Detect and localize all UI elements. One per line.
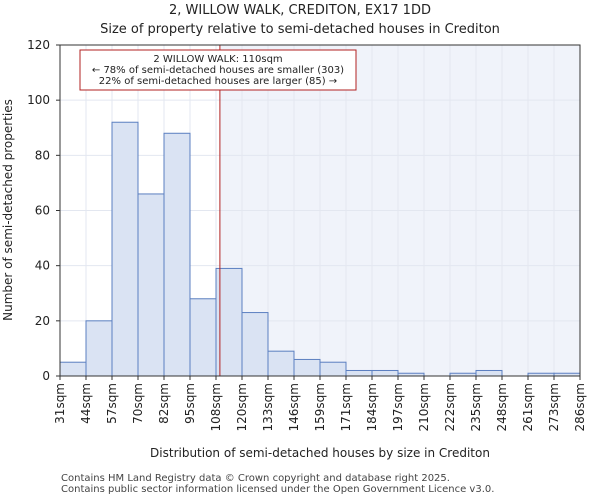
annotation-frame: [79, 49, 357, 91]
annotation-box: 2 WILLOW WALK: 110sqm ← 78% of semi-deta…: [79, 49, 357, 91]
x-tick-label: 235sqm: [469, 383, 483, 431]
x-tick-label: 133sqm: [261, 383, 275, 431]
x-tick-label: 146sqm: [287, 383, 301, 431]
y-tick-label: 40: [35, 259, 50, 273]
x-tick-label: 31sqm: [53, 383, 67, 424]
x-tick-label: 108sqm: [209, 383, 223, 431]
y-tick-label: 120: [27, 38, 50, 52]
histogram-bar: [475, 369, 503, 377]
x-tick-label: 222sqm: [443, 383, 457, 431]
x-axis-title: Distribution of semi-detached houses by …: [150, 446, 490, 460]
histogram-bar: [241, 312, 269, 377]
histogram-bar: [111, 121, 139, 377]
histogram-bar: [137, 193, 165, 377]
chart-title: 2, WILLOW WALK, CREDITON, EX17 1DD: [169, 3, 431, 18]
histogram-bar: [189, 298, 217, 377]
x-tick-label: 44sqm: [79, 383, 93, 424]
x-axis: 31sqm 44sqm 57sqm 70sqm 82sqm 95sqm 108sqm 120s…: [53, 376, 587, 431]
x-tick-label: 95sqm: [183, 383, 197, 424]
y-tick-label: 100: [27, 93, 50, 107]
gridlines: [60, 45, 580, 376]
x-tick-label: 184sqm: [365, 383, 379, 431]
histogram-bar: [59, 361, 87, 377]
histogram-bar: [319, 361, 347, 377]
x-tick-label: 286sqm: [573, 383, 587, 431]
x-tick-label: 70sqm: [131, 383, 145, 424]
x-tick-label: 197sqm: [391, 383, 405, 431]
y-tick-label: 20: [35, 314, 50, 328]
x-tick-label: 248sqm: [495, 383, 509, 431]
y-tick-label: 0: [42, 369, 50, 383]
histogram-bar: [85, 320, 113, 377]
histogram-bar: [345, 369, 373, 377]
footer-copyright: Contains HM Land Registry data © Crown c…: [61, 473, 450, 484]
y-tick-label: 60: [35, 204, 50, 218]
bars: [59, 121, 581, 377]
annotation-line-3: 22% of semi-detached houses are larger (…: [99, 76, 337, 87]
x-tick-label: 261sqm: [521, 383, 535, 431]
annotation-line-1: 2 WILLOW WALK: 110sqm: [153, 54, 282, 65]
y-tick-label: 80: [35, 148, 50, 162]
histogram-bar: [371, 369, 399, 377]
x-tick-label: 273sqm: [547, 383, 561, 431]
histogram-bar: [163, 132, 191, 377]
x-tick-label: 120sqm: [235, 383, 249, 431]
y-axis: 0 20 40 60 80 100 120: [27, 38, 60, 383]
x-tick-label: 210sqm: [417, 383, 431, 431]
x-tick-label: 159sqm: [313, 383, 327, 431]
footer-licence: Contains public sector information licen…: [61, 484, 495, 495]
x-tick-label: 171sqm: [339, 383, 353, 431]
y-axis-title: Number of semi-detached properties: [1, 99, 15, 321]
x-tick-label: 82sqm: [157, 383, 171, 424]
chart-subtitle: Size of property relative to semi-detach…: [100, 22, 500, 37]
x-tick-label: 57sqm: [105, 383, 119, 424]
annotation-line-2: ← 78% of semi-detached houses are smalle…: [92, 65, 344, 76]
histogram-bar: [267, 350, 295, 377]
histogram-bar: [293, 358, 321, 377]
